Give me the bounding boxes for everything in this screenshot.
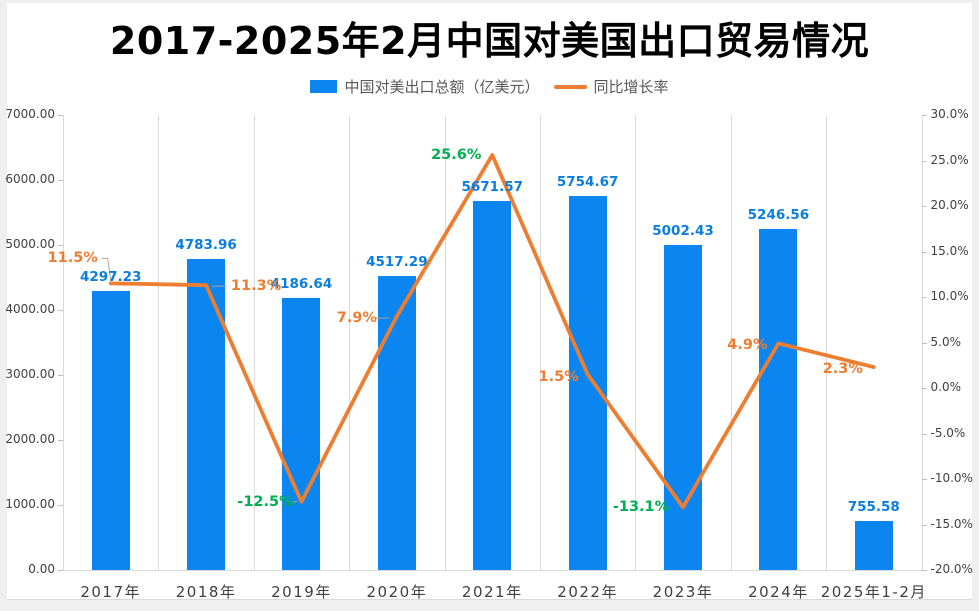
y-axis-right-tick <box>921 206 927 207</box>
y-axis-right-tick <box>921 251 927 253</box>
grid-line <box>253 115 255 570</box>
y-axis-right-tick <box>921 115 927 116</box>
x-axis-label: 2025年1-2月 <box>820 583 927 601</box>
bar-value-label: 5246.56 <box>747 206 810 223</box>
bar-value-label: 5754.67 <box>556 173 619 190</box>
y-axis-right-tick <box>921 479 927 480</box>
bar[interactable] <box>759 228 798 570</box>
growth-rate-label: 4.9% <box>727 337 768 354</box>
line-series-swatch-icon <box>553 84 587 89</box>
grid-line <box>730 115 732 570</box>
bar[interactable] <box>91 290 130 570</box>
y-axis-right-label: 0.0% <box>930 380 962 394</box>
legend-item-line[interactable]: 同比增长率 <box>553 76 669 97</box>
growth-rate-label: 2.3% <box>822 361 863 378</box>
x-axis-label: 2018年 <box>175 583 237 601</box>
y-axis-left-tick <box>58 375 63 376</box>
y-axis-right-label: -10.0% <box>930 471 973 485</box>
bar-value-label: 4186.64 <box>270 275 333 292</box>
grid-line <box>539 115 541 570</box>
bar-value-label: 4297.23 <box>79 268 142 285</box>
legend-bars-label: 中国对美出口总额（亿美元） <box>344 78 540 96</box>
legend: 中国对美出口总额（亿美元） 同比增长率 <box>0 76 979 97</box>
y-axis-left-tick <box>58 245 63 246</box>
y-axis-left-label: 6000.00 <box>5 172 55 186</box>
bar[interactable] <box>568 195 607 570</box>
y-axis-right-label: 30.0% <box>930 107 969 121</box>
y-axis-right-tick <box>921 342 927 344</box>
y-axis-left-tick <box>58 440 63 441</box>
x-axis-line <box>63 570 922 571</box>
chart-title: 2017-2025年2月中国对美国出口贸易情况 <box>109 19 870 63</box>
y-axis-left-label: 1000.00 <box>5 497 55 511</box>
y-axis-left-label: 2000.00 <box>5 432 55 446</box>
y-axis-right-label: 15.0% <box>930 243 969 258</box>
y-axis-left-label: 7000.00 <box>5 107 55 121</box>
y-axis-left-label: 0.00 <box>28 562 55 576</box>
y-axis-left-label: 4000.00 <box>5 302 55 316</box>
y-axis-left-label: 5000.00 <box>5 237 55 251</box>
left-axis-line <box>63 115 64 570</box>
growth-rate-label: 11.5% <box>47 250 98 267</box>
y-axis-right-tick <box>921 433 927 435</box>
bar-value-label: 4517.29 <box>366 254 428 271</box>
x-axis-label: 2022年 <box>557 583 618 601</box>
y-axis-left-label: 3000.00 <box>5 367 55 381</box>
y-axis-right-tick <box>921 570 927 571</box>
y-axis-right-label: 5.0% <box>930 334 962 349</box>
y-axis-right-label: 25.0% <box>930 152 969 167</box>
y-axis-left-tick <box>58 115 63 116</box>
grid-line <box>349 115 351 570</box>
y-axis-right-label: -15.0% <box>930 516 973 531</box>
growth-rate-label: -13.1% <box>612 499 670 516</box>
grid-line <box>635 115 637 570</box>
y-axis-right-label: -5.0% <box>930 425 966 440</box>
x-axis-label: 2020年 <box>366 583 428 601</box>
y-axis-right-tick <box>921 388 927 389</box>
x-axis-label: 2021年 <box>461 583 523 601</box>
bar-value-label: 4783.96 <box>175 237 237 254</box>
growth-rate-line[interactable] <box>108 153 876 510</box>
legend-item-bars[interactable]: 中国对美出口总额（亿美元） <box>310 76 540 97</box>
growth-rate-label: 25.6% <box>431 147 482 164</box>
growth-rate-label: 1.5% <box>538 369 579 386</box>
y-axis-right-tick <box>921 160 927 162</box>
y-axis-left-tick <box>58 570 63 571</box>
bar[interactable] <box>282 297 321 570</box>
bar[interactable] <box>854 520 893 570</box>
growth-rate-label: 11.3% <box>230 278 282 295</box>
y-axis-left-tick <box>58 310 63 311</box>
y-axis-right-label: 10.0% <box>930 289 969 303</box>
x-axis-label: 2023年 <box>652 583 714 601</box>
growth-rate-label: -12.5% <box>237 493 294 510</box>
y-axis-right-label: -20.0% <box>930 562 973 576</box>
grid-line <box>444 115 446 570</box>
legend-line-label: 同比增长率 <box>593 78 669 96</box>
bar-value-label: 5671.57 <box>461 179 524 196</box>
bar[interactable] <box>473 201 512 570</box>
x-axis-label: 2024年 <box>748 583 809 601</box>
grid-line <box>826 115 828 570</box>
label-leader-line <box>101 257 112 281</box>
bar-value-label: 5002.43 <box>652 222 714 239</box>
x-axis-label: 2019年 <box>271 583 332 601</box>
grid-line <box>158 115 160 570</box>
growth-rate-label: 7.9% <box>336 310 377 327</box>
bar-series-swatch-icon <box>310 80 338 93</box>
y-axis-right-tick <box>921 297 927 298</box>
bar-value-label: 755.58 <box>847 498 900 515</box>
y-axis-right-tick <box>921 524 927 526</box>
y-axis-right-label: 20.0% <box>930 198 969 212</box>
y-axis-left-tick <box>58 505 63 506</box>
bar[interactable] <box>377 276 416 570</box>
x-axis-label: 2017年 <box>80 583 142 601</box>
bar[interactable] <box>664 244 703 570</box>
y-axis-left-tick <box>58 180 63 181</box>
